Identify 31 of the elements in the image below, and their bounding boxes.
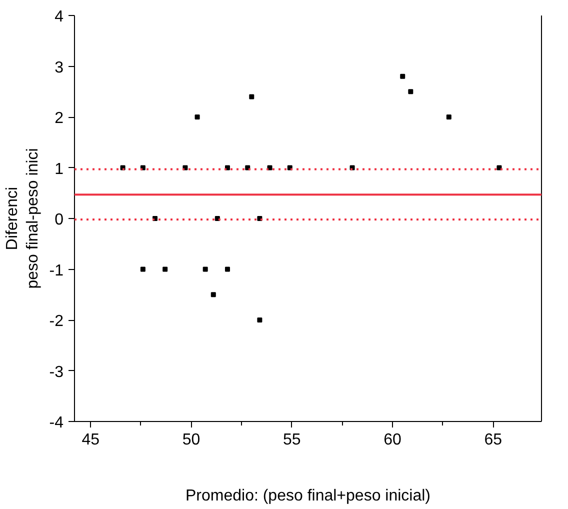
point — [140, 266, 146, 272]
point — [249, 94, 254, 100]
point — [400, 74, 406, 79]
y-tick-label: 0 — [54, 212, 64, 228]
y-tick-label: 2 — [54, 110, 64, 127]
y-tick-label: 3 — [54, 59, 64, 76]
point — [224, 165, 230, 170]
x-tick-label: 45 — [82, 432, 100, 448]
point — [194, 114, 200, 120]
point — [162, 266, 168, 272]
point — [408, 89, 414, 94]
y-tick-label: -4 — [49, 414, 64, 432]
point — [267, 165, 272, 170]
y-tick-label: 4 — [54, 8, 64, 26]
y-axis-title: Diferenci peso final-peso inici — [4, 148, 42, 289]
point — [496, 165, 502, 170]
x-axis-title: Promedio: (peso final+peso inicial) — [185, 488, 431, 504]
y-tick-label: -1 — [49, 262, 64, 280]
point — [202, 266, 208, 272]
y-tick-label: -3 — [49, 364, 64, 381]
x-tick-label: 65 — [484, 432, 502, 448]
y-tick-label: -2 — [49, 313, 64, 330]
y-tick-label: 1 — [54, 160, 64, 178]
point — [257, 318, 262, 322]
point — [224, 266, 230, 272]
point — [446, 114, 452, 120]
x-tick-label: 60 — [384, 432, 402, 448]
point — [245, 165, 250, 170]
x-tick-label: 50 — [182, 432, 200, 448]
point — [210, 292, 216, 298]
x-tick-label: 55 — [283, 432, 301, 448]
